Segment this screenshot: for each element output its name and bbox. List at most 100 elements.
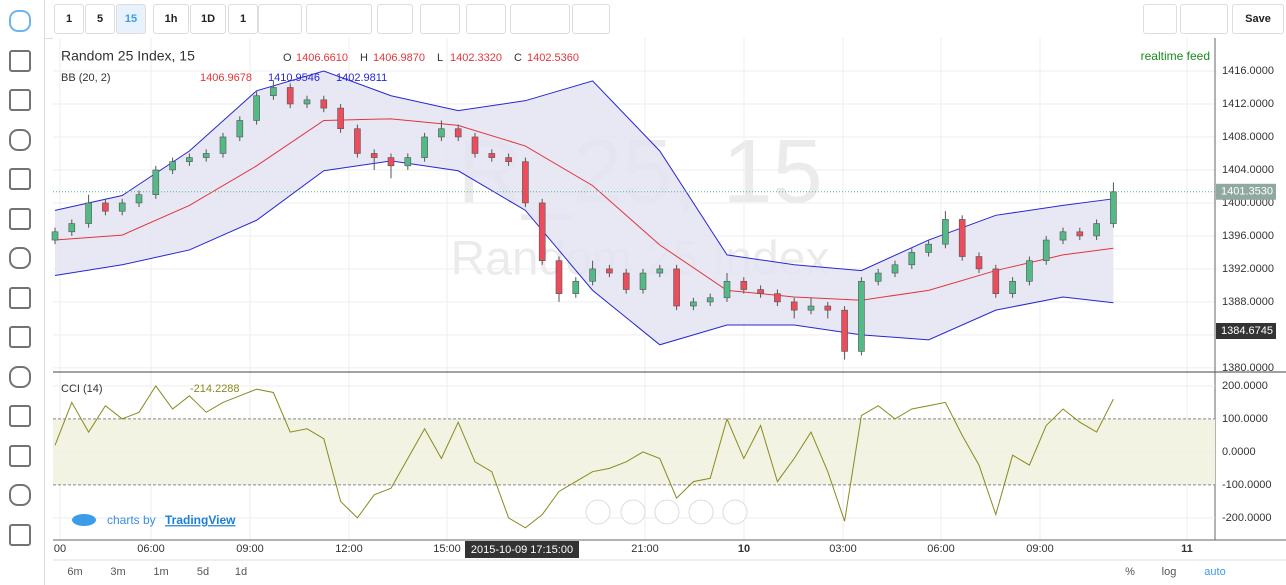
last-price-box [1216,183,1276,200]
band-middle [54,118,1114,301]
brand-prefix: charts by [107,513,156,527]
candle-body [505,157,512,163]
candle-body [303,99,311,105]
tool-button[interactable] [510,4,570,34]
y-tick-label: 1392.0000 [1222,263,1274,275]
candle-body [740,280,748,290]
candle-body [1026,260,1033,282]
candle-body [202,153,210,158]
cci-line [54,385,1114,529]
interval-button[interactable]: 5 [85,4,115,34]
ohlc-value: 1402.3320 [450,52,502,64]
candle-body [320,99,328,109]
x-tick-label: 21:00 [631,543,659,555]
brand-logo [72,514,96,526]
candle-body [992,268,1000,294]
nav-button[interactable] [620,499,646,525]
nav-button[interactable] [654,499,680,525]
feed: realtime feed [1141,49,1210,63]
y-tick-label: 1416.0000 [1222,65,1274,77]
band-lower [54,160,1114,346]
tool-icon[interactable] [9,10,31,32]
tool-icon[interactable] [9,168,31,190]
x-tick-label: 10 [738,543,750,555]
tool-button[interactable] [572,4,610,34]
range-button[interactable]: 5d [197,566,209,578]
candle-body [858,280,865,352]
x-tick-label: 09:00 [1026,543,1054,555]
tool-button[interactable] [466,4,506,34]
tool-icon[interactable] [9,286,31,309]
candle-body [656,268,664,274]
interval-button[interactable]: 1 [228,4,258,34]
top-toolbar: 1 5 15 1h 1D 1 Save [0,0,1286,39]
candle-body [757,289,764,294]
y-tick-label: 1404.0000 [1222,164,1274,176]
candle-body [774,293,781,303]
candle-body [589,268,596,282]
candle-body [874,272,882,282]
tool-icon[interactable] [9,89,31,111]
candle-body [790,301,798,311]
nav-button[interactable] [688,499,714,525]
interval-button[interactable]: 15 [116,4,146,34]
ohlc-key: L [437,52,443,64]
left-toolbar [0,0,45,585]
ohlc-value: 1406.9870 [373,52,425,64]
tool-icon[interactable] [9,484,31,506]
scale-option[interactable]: log [1162,566,1177,578]
save-button[interactable]: Save [1232,4,1284,34]
bb-value: 1402.9811 [336,72,387,84]
candle-body [370,153,378,158]
bb-value: 1406.9678 [200,72,252,84]
candle-body [723,280,731,299]
y-tick-label: 1388.0000 [1222,296,1274,308]
brand[interactable]: TradingView [165,513,236,527]
tool-button[interactable] [1180,4,1228,34]
tool-icon[interactable] [9,128,31,151]
tool-icon[interactable] [9,405,31,427]
tool-icon[interactable] [9,247,31,269]
range-button[interactable]: 6m [67,566,82,578]
tool-icon[interactable] [9,444,31,467]
tool-icon[interactable] [9,49,31,72]
band-upper [54,70,1114,272]
candle-body [488,153,496,158]
tool-icon[interactable] [9,326,31,348]
candle-body [421,136,428,158]
scale-option[interactable]: auto [1204,566,1225,578]
tool-button[interactable] [377,4,413,34]
range-button[interactable]: 3m [110,566,125,578]
interval-button[interactable]: 1h [153,4,189,34]
range-button[interactable]: 1d [235,566,247,578]
cci-title: CCI (14) [61,383,103,395]
candle-body [404,157,412,167]
candle-body [1042,239,1050,261]
tool-icon[interactable] [9,207,31,230]
y2-tick-label: 100.0000 [1222,413,1268,425]
cci-value: -214.2288 [190,383,240,395]
tool-icon[interactable] [9,365,31,388]
x-tick-label: 00 [54,543,66,555]
y-tick-label: 1408.0000 [1222,131,1274,143]
nav-button[interactable] [722,499,748,525]
x-tick-label: 06:00 [137,543,165,555]
tool-button[interactable] [420,4,460,34]
range-button[interactable]: 1m [153,566,168,578]
candle-body [454,128,462,138]
candle-body [236,120,244,138]
tool-button[interactable] [1143,4,1177,34]
interval-button[interactable]: 1D [190,4,226,34]
candle-body [555,260,563,294]
x-tick-label: 06:00 [927,543,955,555]
interval-button[interactable]: 1 [54,4,84,34]
tool-button[interactable] [306,4,372,34]
crosshair-price-box [1216,323,1276,339]
tool-button[interactable] [258,4,302,34]
tool-icon[interactable] [9,523,31,546]
band-fill [55,70,1114,345]
nav-button[interactable] [585,499,611,525]
scale-option[interactable]: % [1125,566,1135,578]
candle-body [1059,231,1067,241]
